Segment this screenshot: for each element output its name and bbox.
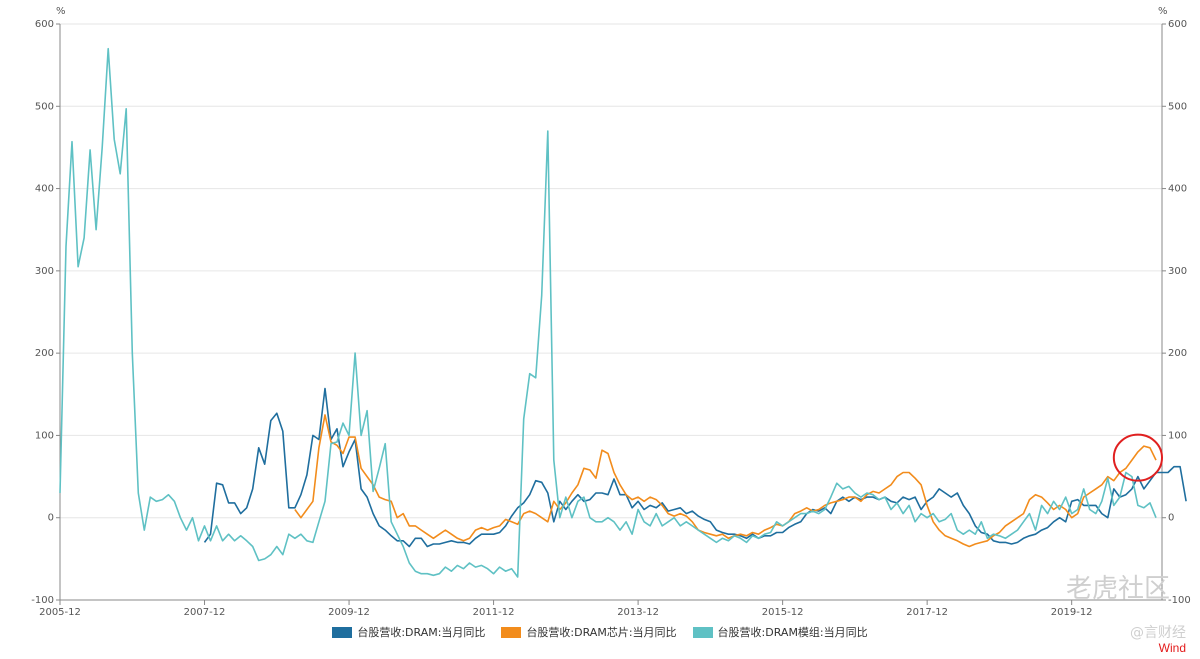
legend-label-dram: 台股营收:DRAM:当月同比 (357, 626, 486, 639)
y-tick-left-400: 400 (35, 184, 54, 195)
y-tick-left-100: 100 (35, 430, 54, 441)
x-tick-2007-12: 2007-12 (184, 607, 226, 618)
legend-item-dram-chip[interactable]: 台股营收:DRAM芯片:当月同比 (501, 624, 677, 640)
highlight-annotation (1112, 433, 1164, 482)
y-tick-right-200: 200 (1168, 348, 1187, 359)
legend-item-dram[interactable]: 台股营收:DRAM:当月同比 (332, 624, 485, 640)
y-axis-unit-left: % (56, 6, 66, 17)
x-tick-2013-12: 2013-12 (617, 607, 659, 618)
y-tick-right-0: 0 (1168, 513, 1174, 524)
series-lines (59, 47, 1187, 578)
x-tick-2019-12: 2019-12 (1051, 607, 1093, 618)
y-tick-left-600: 600 (35, 19, 54, 30)
legend-swatch-dram-module (692, 626, 713, 638)
watermark-main: 老虎社区 (1065, 574, 1170, 604)
legend-item-dram-module[interactable]: 台股营收:DRAM模组:当月同比 (692, 624, 868, 640)
x-tick-2015-12: 2015-12 (762, 607, 804, 618)
y-tick-right-600: 600 (1168, 19, 1187, 30)
y-tick-left-500: 500 (35, 101, 54, 112)
y-tick-right-300: 300 (1168, 266, 1187, 277)
legend: 台股营收:DRAM:当月同比 台股营收:DRAM芯片:当月同比 台股营收:DRA… (0, 624, 1200, 640)
legend-swatch-dram-chip (501, 626, 522, 638)
y-axis-ticks-left: -100 0 100 200 300 400 500 600 (31, 19, 60, 606)
source-label: Wind (1158, 641, 1186, 655)
y-axis-unit-right: % (1158, 6, 1168, 17)
x-tick-2017-12: 2017-12 (906, 607, 948, 618)
legend-swatch-dram (332, 626, 353, 638)
series-line-0 (203, 387, 1187, 548)
legend-label-dram-module: 台股营收:DRAM模组:当月同比 (717, 626, 868, 639)
y-tick-right-100: 100 (1168, 430, 1187, 441)
x-tick-2005-12: 2005-12 (39, 607, 81, 618)
y-tick-left-200: 200 (35, 348, 54, 359)
series-line-2 (59, 47, 1157, 578)
series-line-1 (294, 414, 1157, 548)
y-tick-left-0: 0 (48, 513, 54, 524)
y-tick-left-300: 300 (35, 266, 54, 277)
grid-lines (60, 23, 1162, 519)
watermark-sub: @言财经 (1130, 625, 1186, 641)
y-tick-right-400: 400 (1168, 184, 1187, 195)
x-tick-2009-12: 2009-12 (328, 607, 370, 618)
y-axis-ticks-right: -100 0 100 200 300 400 500 600 (1162, 19, 1191, 606)
x-axis-ticks: 2005-12 2007-12 2009-12 2011-12 2013-12 2015-… (39, 600, 1093, 618)
y-tick-left--100: -100 (31, 595, 54, 606)
axes (59, 24, 1163, 601)
x-tick-2011-12: 2011-12 (473, 607, 515, 618)
y-tick-right--100: -100 (1168, 595, 1191, 606)
legend-label-dram-chip: 台股营收:DRAM芯片:当月同比 (526, 626, 677, 639)
highlight-circle (1112, 433, 1164, 482)
y-tick-right-500: 500 (1168, 101, 1187, 112)
